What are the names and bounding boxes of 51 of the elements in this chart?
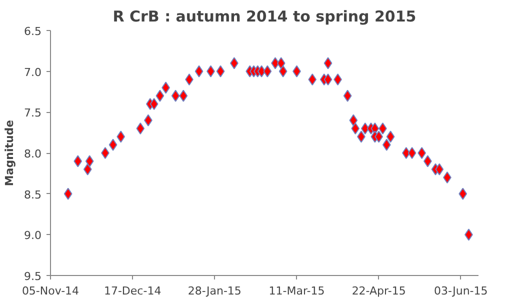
point — [382, 138, 391, 151]
point — [74, 155, 82, 168]
point — [324, 74, 332, 86]
x-tick-label: 11-Mar-15 — [268, 284, 325, 298]
point — [351, 122, 360, 134]
x-tick-label: 28-Jan-15 — [188, 284, 242, 298]
point — [360, 122, 370, 134]
y-tick-label: 8.5 — [24, 188, 42, 202]
point — [185, 74, 194, 86]
point — [101, 147, 110, 159]
y-tick-label: 8.0 — [24, 148, 42, 160]
y-tick-label: 7.5 — [24, 106, 42, 120]
y-tick-label: 6.5 — [24, 25, 42, 38]
point — [386, 130, 395, 143]
point — [402, 147, 410, 159]
point — [378, 122, 387, 134]
point — [257, 65, 266, 78]
point — [194, 65, 204, 78]
point — [136, 122, 145, 134]
x-tick-label: 22-Apr-15 — [352, 284, 406, 298]
point — [343, 90, 352, 102]
point — [85, 155, 94, 168]
x-tick-label: 17-Dec-14 — [104, 284, 162, 298]
point — [108, 138, 118, 151]
y-axis-title: Magnitude — [3, 120, 16, 186]
point — [418, 147, 426, 159]
point — [156, 90, 164, 102]
point — [116, 130, 126, 143]
x-tick-label: 03-Jun-15 — [434, 284, 488, 298]
point — [334, 74, 342, 86]
point — [349, 114, 358, 126]
point — [458, 188, 468, 200]
y-tick-label: 7.0 — [24, 66, 42, 79]
point — [443, 172, 452, 184]
point — [171, 90, 180, 102]
point — [263, 65, 272, 78]
point — [83, 163, 92, 176]
point — [324, 57, 332, 70]
y-tick-label: 9.0 — [24, 229, 42, 242]
y-tick-label: 9.5 — [24, 270, 42, 283]
point — [179, 90, 188, 102]
point — [278, 65, 288, 78]
point — [276, 57, 286, 70]
point — [150, 98, 158, 110]
point — [64, 188, 72, 200]
point — [308, 74, 317, 86]
x-tick-label: 05-Nov-14 — [22, 284, 80, 298]
point — [408, 147, 416, 159]
point — [216, 65, 225, 78]
point — [435, 163, 444, 176]
chart-title: R CrB : autumn 2014 to spring 2015 — [112, 8, 416, 26]
